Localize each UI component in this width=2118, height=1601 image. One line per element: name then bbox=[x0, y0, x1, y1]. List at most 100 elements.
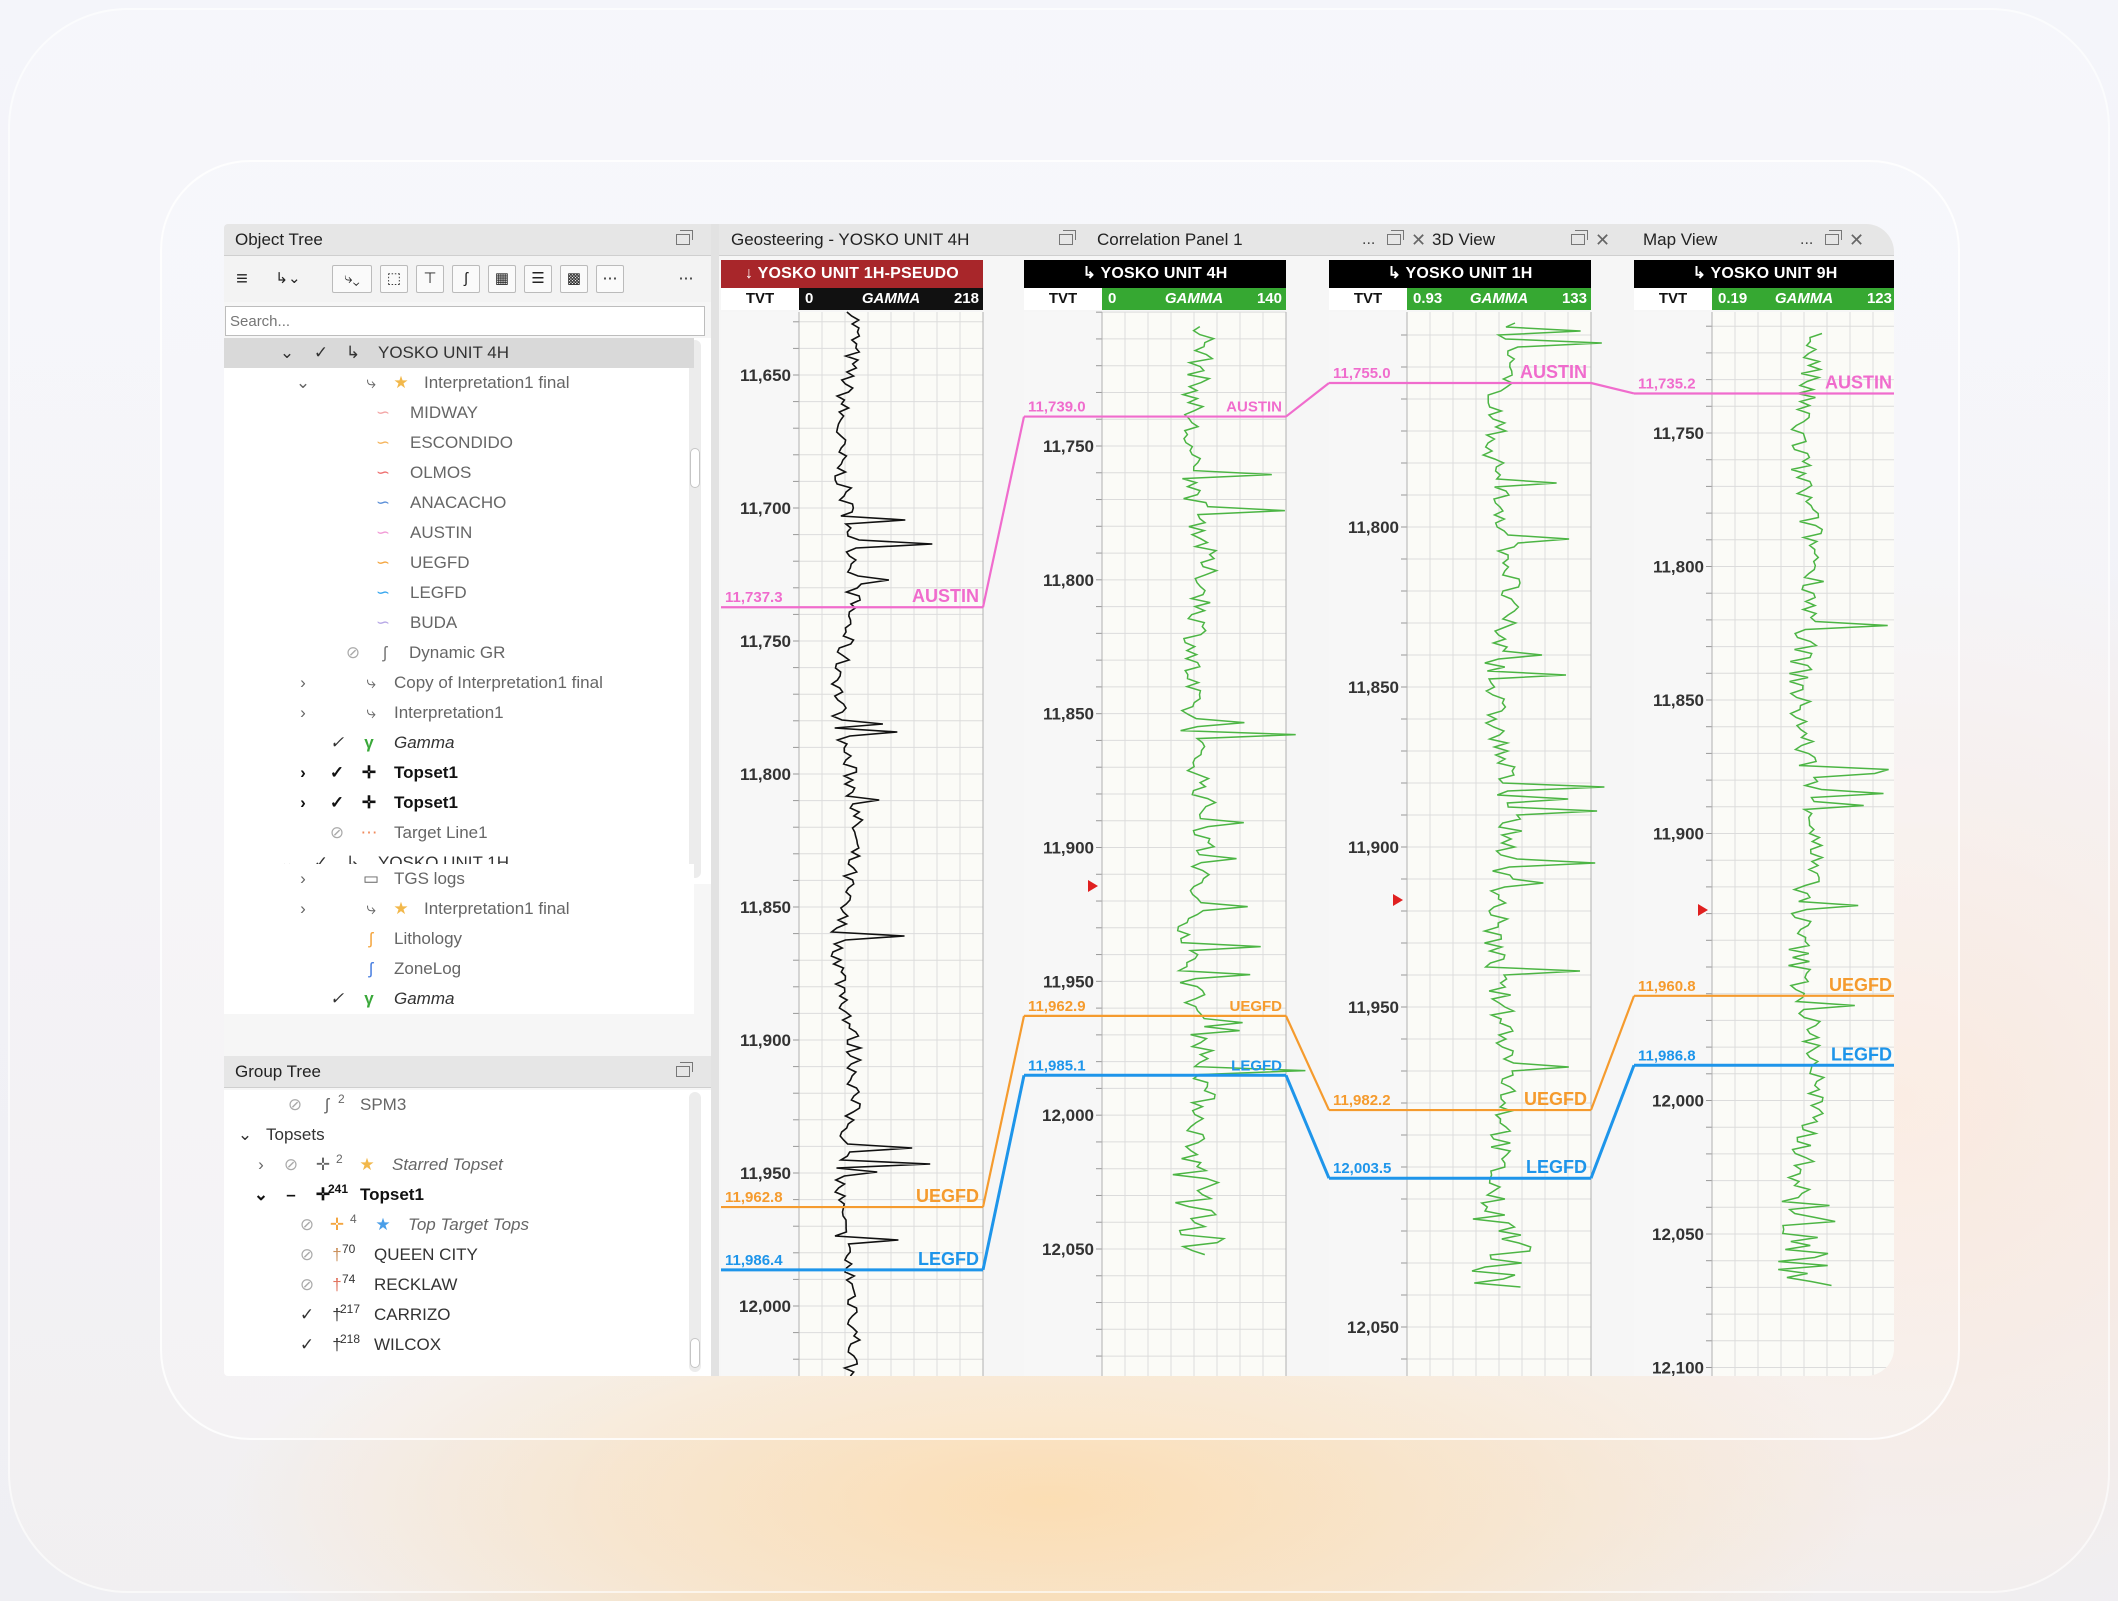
chevron-down-icon[interactable]: ⌄ bbox=[237, 1125, 253, 1144]
hidden-icon[interactable]: ⊘ bbox=[329, 823, 345, 842]
object-tree-search-input[interactable] bbox=[225, 306, 705, 336]
group-tree-scrollbar[interactable] bbox=[689, 1092, 701, 1372]
correlation-connector bbox=[981, 1074, 1026, 1271]
tops-icon[interactable]: ⊤ bbox=[416, 265, 444, 293]
restore-panel-icon[interactable] bbox=[1059, 224, 1076, 256]
chevron-down-icon[interactable]: ⌄ bbox=[295, 373, 311, 392]
chevron-right-icon[interactable]: › bbox=[300, 703, 306, 722]
visibility-check-icon[interactable]: ✓ bbox=[329, 763, 345, 782]
panel-splitter[interactable] bbox=[711, 224, 719, 1376]
interpretation-filter-dropdown[interactable]: ⤷⌄ bbox=[332, 265, 372, 293]
tree-row-tgs-logs[interactable]: › ▭ TGS logs bbox=[224, 864, 694, 894]
visibility-check-icon[interactable]: ✓ bbox=[313, 343, 329, 362]
tree-row-interpretation1-final[interactable]: ⌄ ⤷ ★ Interpretation1 final bbox=[224, 368, 694, 398]
restore-panel-icon[interactable] bbox=[1571, 224, 1588, 256]
hidden-icon[interactable]: ⊘ bbox=[283, 1155, 299, 1174]
group-row-topsets[interactable]: ⌄ Topsets bbox=[224, 1120, 694, 1150]
more-tabs-button[interactable]: ... bbox=[1800, 231, 1814, 248]
filter-icon[interactable]: ≡ bbox=[236, 268, 248, 290]
tree-row-gamma-1h[interactable]: ✓ γ Gamma bbox=[224, 984, 694, 1014]
group-row-topset1[interactable]: ⌄ – ✛ 241 Topset1 bbox=[224, 1180, 694, 1210]
group-row-carrizo[interactable]: ✓ † 217 CARRIZO bbox=[224, 1300, 694, 1330]
restore-panel-icon[interactable] bbox=[1825, 224, 1842, 256]
stack-icon[interactable]: ☰ bbox=[524, 265, 552, 293]
tree-row-zonelog[interactable]: ʃ ZoneLog bbox=[224, 954, 694, 984]
tree-row-uegfd[interactable]: ∽ UEGFD bbox=[224, 548, 694, 578]
group-row-spm3[interactable]: ⊘ ʃ 2 SPM3 bbox=[224, 1090, 694, 1120]
group-row-top-target-tops[interactable]: ⊘ ✛ 4 ★ Top Target Tops bbox=[224, 1210, 694, 1240]
well-filter-dropdown[interactable]: ↳⌄ bbox=[275, 270, 301, 287]
group-row-recklaw[interactable]: ⊘ † 74 RECKLAW bbox=[224, 1270, 694, 1300]
group-row-wilcox[interactable]: ✓ † 218 WILCOX bbox=[224, 1330, 694, 1360]
close-icon[interactable]: ✕ bbox=[1595, 230, 1611, 250]
tree-row-dynamic-gr[interactable]: ⊘ ʃ Dynamic GR bbox=[224, 638, 694, 668]
visibility-check-icon[interactable]: ✓ bbox=[299, 1335, 315, 1354]
well-name-header[interactable]: ↓ YOSKO UNIT 1H-PSEUDO bbox=[721, 260, 983, 288]
tree-row-olmos[interactable]: ∽ OLMOS bbox=[224, 458, 694, 488]
scale-min: 0.19 bbox=[1718, 290, 1748, 307]
visibility-check-icon[interactable]: ✓ bbox=[329, 989, 345, 1008]
group-row-starred-topset[interactable]: › ⊘ ✛ 2 ★ Starred Topset bbox=[224, 1150, 694, 1180]
chevron-right-icon[interactable]: › bbox=[258, 1155, 264, 1174]
restore-panel-icon[interactable] bbox=[676, 224, 693, 256]
grid-icon[interactable]: ▦ bbox=[488, 265, 516, 293]
tree-row-interpretation1[interactable]: › ⤷ Interpretation1 bbox=[224, 698, 694, 728]
visibility-check-icon[interactable]: ✓ bbox=[329, 793, 345, 812]
pattern-icon[interactable]: ▩ bbox=[560, 265, 588, 293]
group-row-queen-city[interactable]: ⊘ † 70 QUEEN CITY bbox=[224, 1240, 694, 1270]
more-options-icon[interactable]: ⋯ bbox=[678, 270, 694, 287]
bit-position-marker[interactable] bbox=[1088, 880, 1098, 892]
visibility-check-icon[interactable]: ✓ bbox=[329, 733, 345, 752]
chevron-down-icon[interactable]: ⌄ bbox=[253, 1185, 269, 1204]
hidden-icon[interactable]: ⊘ bbox=[299, 1215, 315, 1234]
tree-row-escondido[interactable]: ∽ ESCONDIDO bbox=[224, 428, 694, 458]
target-line-tool-icon[interactable]: ⋯ bbox=[596, 265, 624, 293]
hidden-icon[interactable]: ⊘ bbox=[299, 1245, 315, 1264]
tree-row-interpretation1-final-1h[interactable]: › ⤷ ★ Interpretation1 final bbox=[224, 894, 694, 924]
bit-position-marker[interactable] bbox=[1698, 904, 1708, 916]
tree-row-topset1[interactable]: › ✓ ✛ Topset1 bbox=[224, 758, 694, 788]
chevron-right-icon[interactable]: › bbox=[300, 793, 306, 812]
tree-row-legfd[interactable]: ∽ LEGFD bbox=[224, 578, 694, 608]
tab-correlation-panel[interactable]: Correlation Panel 1 bbox=[1097, 230, 1243, 249]
log-curve-icon[interactable]: ʃ bbox=[452, 265, 480, 293]
tree-row-topset1-second[interactable]: › ✓ ✛ Topset1 bbox=[224, 788, 694, 818]
tree-row-target-line1[interactable]: ⊘ ⋯ Target Line1 bbox=[224, 818, 694, 848]
select-area-icon[interactable]: ⬚ bbox=[380, 265, 408, 293]
close-icon[interactable]: ✕ bbox=[1411, 230, 1427, 250]
restore-panel-icon[interactable] bbox=[1387, 224, 1404, 256]
tree-row-copy-of-interpretation1-final[interactable]: › ⤷ Copy of Interpretation1 final bbox=[224, 668, 694, 698]
chevron-right-icon[interactable]: › bbox=[300, 673, 306, 692]
chevron-down-icon[interactable]: ⌄ bbox=[279, 343, 295, 362]
depth-tick-label: 11,800 bbox=[1043, 571, 1094, 590]
tree-row-buda[interactable]: ∽ BUDA bbox=[224, 608, 694, 638]
tab-geosteering[interactable]: Geosteering - YOSKO UNIT 4H bbox=[731, 230, 970, 249]
well-name-header[interactable]: ↳ YOSKO UNIT 4H bbox=[1024, 260, 1286, 288]
close-icon[interactable]: ✕ bbox=[1849, 230, 1865, 250]
tree-row-lithology[interactable]: ʃ Lithology bbox=[224, 924, 694, 954]
tree-row-gamma[interactable]: ✓ γ Gamma bbox=[224, 728, 694, 758]
partial-check-icon[interactable]: – bbox=[286, 1185, 296, 1204]
tree-label: RECKLAW bbox=[374, 1275, 458, 1294]
hidden-icon[interactable]: ⊘ bbox=[345, 643, 361, 662]
correlation-connector bbox=[1284, 1015, 1331, 1111]
well-name-header[interactable]: ↳ YOSKO UNIT 1H bbox=[1329, 260, 1591, 288]
bit-position-marker[interactable] bbox=[1393, 894, 1403, 906]
tab-3d-view[interactable]: 3D View bbox=[1432, 230, 1495, 249]
more-tabs-button[interactable]: ... bbox=[1362, 231, 1376, 248]
object-tree-toolbar: ≡ ↳⌄ ⤷⌄ ⬚ ⊤ ʃ ▦ ☰ ▩ ⋯ ⋯ bbox=[224, 256, 711, 302]
visibility-check-icon[interactable]: ✓ bbox=[299, 1305, 315, 1324]
tree-row-austin[interactable]: ∽ AUSTIN bbox=[224, 518, 694, 548]
chevron-right-icon[interactable]: › bbox=[300, 869, 306, 888]
well-name-header[interactable]: ↳ YOSKO UNIT 9H bbox=[1634, 260, 1894, 288]
chevron-right-icon[interactable]: › bbox=[300, 763, 306, 782]
restore-panel-icon[interactable] bbox=[676, 1056, 693, 1088]
tree-row-yosko-unit-4h[interactable]: ⌄ ✓ ↳ YOSKO UNIT 4H bbox=[224, 338, 694, 368]
tab-map-view[interactable]: Map View bbox=[1643, 230, 1718, 249]
hidden-icon[interactable]: ⊘ bbox=[299, 1275, 315, 1294]
chevron-right-icon[interactable]: › bbox=[300, 899, 306, 918]
tree-row-anacacho[interactable]: ∽ ANACACHO bbox=[224, 488, 694, 518]
tree-row-midway[interactable]: ∽ MIDWAY bbox=[224, 398, 694, 428]
hidden-icon[interactable]: ⊘ bbox=[287, 1095, 303, 1114]
object-tree-scrollbar[interactable] bbox=[689, 340, 701, 878]
